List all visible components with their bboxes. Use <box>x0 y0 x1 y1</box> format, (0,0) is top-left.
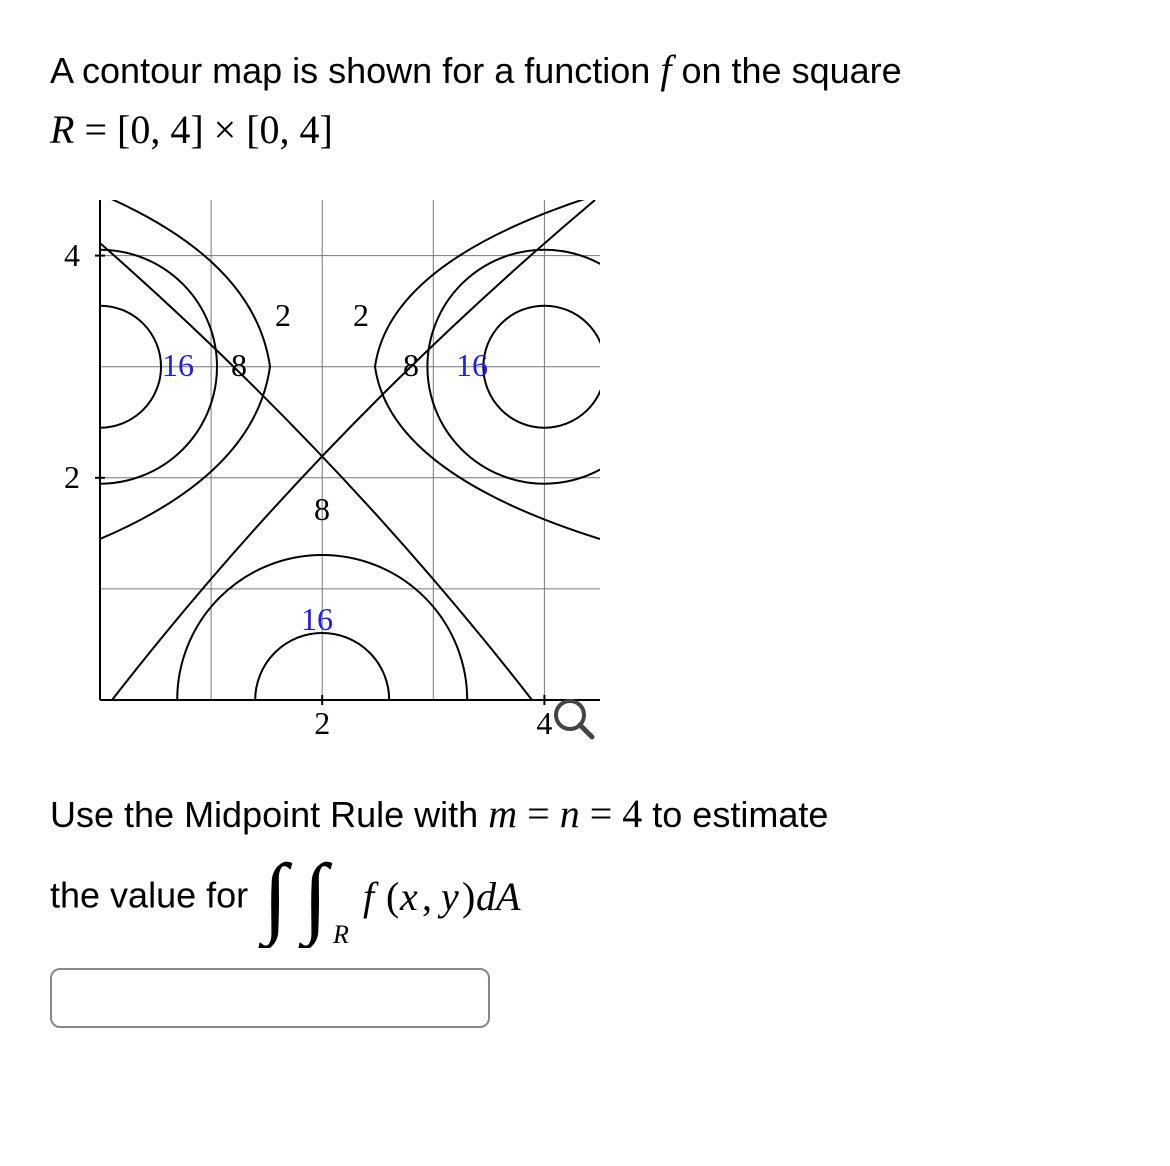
xtick-4: 4 <box>536 705 552 741</box>
level-16-bottom: 16 <box>301 601 333 637</box>
level-16-left: 16 <box>162 347 194 383</box>
level-2-upper-left: 2 <box>275 297 291 333</box>
grid <box>100 200 600 700</box>
text-segment: on the square <box>681 50 901 91</box>
integral-sub: R <box>332 920 349 948</box>
problem-statement: A contour map is shown for a function f … <box>50 40 1120 160</box>
svg-text:,: , <box>422 874 440 919</box>
svg-text:): ) <box>462 874 475 919</box>
text-segment: Use the Midpoint Rule with <box>50 794 488 835</box>
axes <box>95 200 600 705</box>
integral-expression: ∫ ∫ R f ( x , y ) dA <box>258 848 558 948</box>
math-R: R <box>50 107 74 152</box>
contour-curves <box>50 194 650 760</box>
math-eq: = <box>527 791 560 836</box>
math-f2: f <box>363 874 379 919</box>
math-m: m <box>488 791 517 836</box>
level-16-right: 16 <box>456 347 488 383</box>
answer-input[interactable] <box>50 968 490 1028</box>
xtick-2: 2 <box>314 705 330 741</box>
contour-figure: 2 4 2 4 16 8 2 2 8 16 8 16 <box>50 190 1120 760</box>
ytick-2: 2 <box>64 459 80 495</box>
svg-text:∫: ∫ <box>298 848 333 948</box>
math-f: f <box>660 47 671 92</box>
contour-svg: 2 4 2 4 16 8 2 2 8 16 8 16 <box>50 190 650 760</box>
question-statement: Use the Midpoint Rule with m = n = 4 to … <box>50 780 1120 948</box>
level-8-right: 8 <box>403 347 419 383</box>
math-n: n <box>560 791 580 836</box>
level-2-upper-right: 2 <box>353 297 369 333</box>
svg-text:x: x <box>399 874 418 919</box>
problem-page: A contour map is shown for a function f … <box>0 0 1170 1166</box>
text-segment: to estimate <box>652 794 828 835</box>
ytick-4: 4 <box>64 237 80 273</box>
svg-text:∫: ∫ <box>258 848 293 948</box>
text-segment: the value for <box>50 875 258 916</box>
math-eq2: = 4 <box>590 791 643 836</box>
text-segment: A contour map is shown for a function <box>50 50 660 91</box>
math-domain: = [0, 4] × [0, 4] <box>84 107 332 152</box>
math-dA: dA <box>476 874 521 919</box>
level-8-bottom: 8 <box>314 491 330 527</box>
level-8-left: 8 <box>231 347 247 383</box>
zoom-icon[interactable] <box>556 701 592 737</box>
svg-text:y: y <box>437 874 459 919</box>
svg-text:(: ( <box>386 874 399 919</box>
